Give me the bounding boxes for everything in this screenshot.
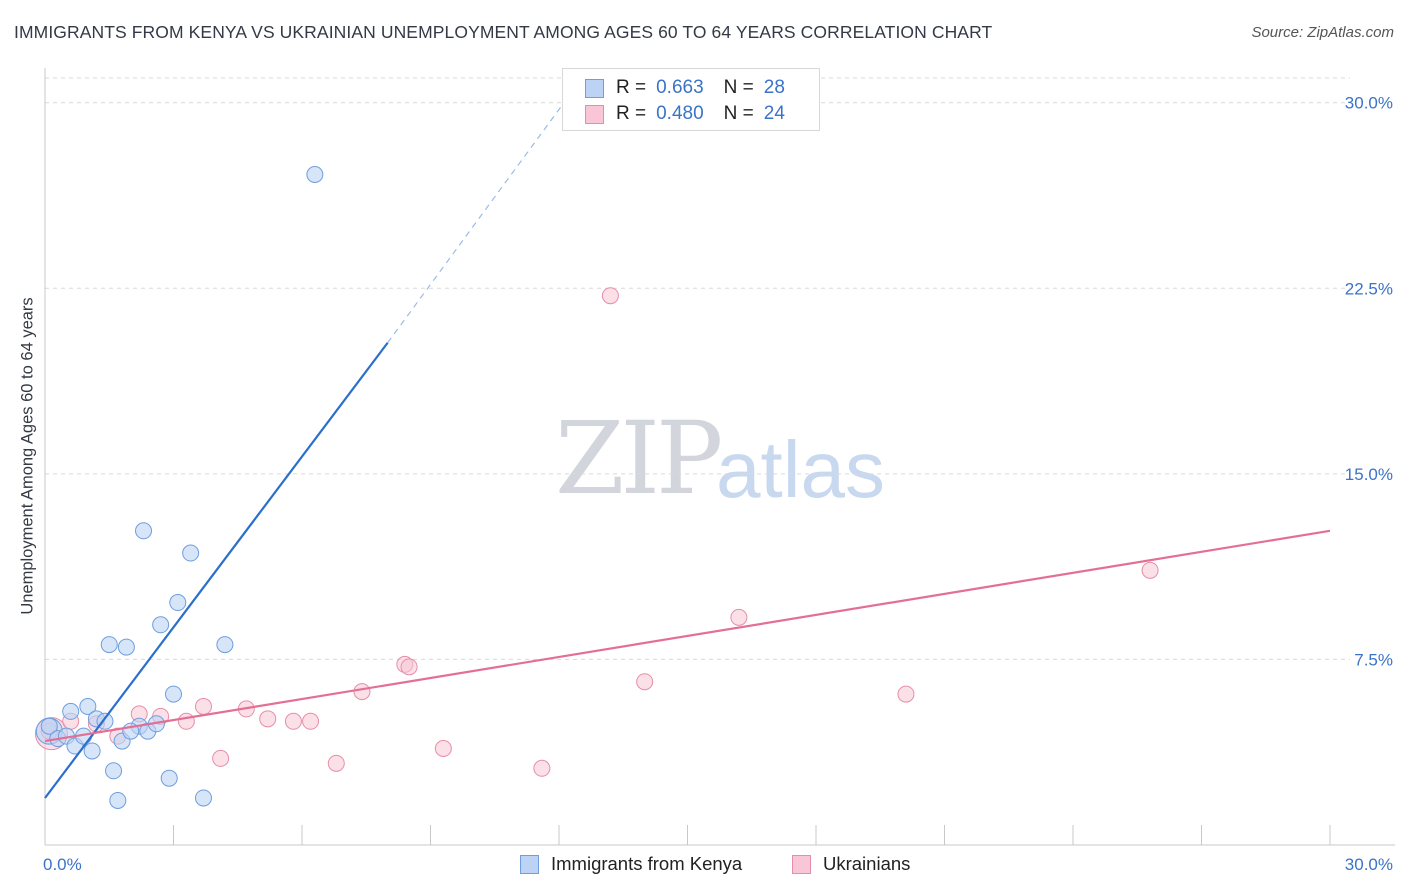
ukrainians-point	[327, 754, 345, 772]
kenya-swatch	[585, 78, 604, 98]
kenya-point	[62, 702, 80, 720]
x-tick-label: 30.0%	[1345, 855, 1393, 874]
kenya-r-value: 0.663	[656, 77, 704, 98]
ukrainians-point	[400, 658, 418, 676]
kenya-point	[152, 616, 170, 634]
kenya-r-label: R =	[616, 77, 647, 98]
y-tick-label: 22.5%	[1345, 279, 1393, 298]
ukrainians-r-value: 0.480	[656, 103, 704, 124]
kenya-point	[105, 762, 123, 780]
ukrainians-trendline	[44, 529, 1331, 743]
kenya-point	[79, 697, 97, 715]
legend-row-ukrainians: R = 0.480 N = 24	[585, 103, 785, 125]
ukrainians-point	[601, 287, 619, 305]
kenya-point	[160, 769, 178, 787]
ukrainians-r-label: R =	[616, 103, 647, 124]
x-tick-label: 0.0%	[43, 855, 82, 874]
kenya-point	[100, 636, 118, 654]
kenya-legend-label: Immigrants from Kenya	[551, 853, 743, 874]
source-label: Source: ZipAtlas.com	[1251, 24, 1394, 41]
legend-row-kenya: R = 0.663 N = 28	[585, 77, 785, 99]
kenya-point	[169, 594, 187, 612]
y-tick-label: 30.0%	[1345, 94, 1393, 113]
kenya-point	[117, 638, 135, 656]
kenya-legend-swatch	[520, 854, 539, 874]
ukrainians-n-label: N =	[723, 103, 754, 124]
ukrainians-legend-swatch	[792, 854, 811, 874]
kenya-point	[182, 544, 200, 562]
kenya-point	[135, 522, 153, 540]
legend-item-ukrainians[interactable]: Ukrainians	[792, 852, 910, 876]
kenya-point	[165, 685, 182, 703]
ukrainians-point	[434, 740, 452, 758]
ukrainians-swatch	[585, 104, 604, 124]
ukrainians-point	[1141, 561, 1159, 579]
kenya-n-label: N =	[723, 77, 754, 98]
legend-item-kenya[interactable]: Immigrants from Kenya	[520, 852, 742, 876]
correlation-legend: R = 0.663 N = 28 R = 0.480 N = 24	[562, 68, 820, 131]
kenya-trendline	[44, 342, 389, 799]
kenya-point	[216, 636, 234, 654]
kenya-point	[83, 742, 101, 760]
kenya-trendline-extension	[387, 97, 569, 344]
ukrainians-point	[302, 712, 320, 730]
ukrainians-point	[194, 697, 212, 715]
kenya-n-value: 28	[763, 77, 785, 98]
ukrainians-point	[897, 685, 915, 703]
ukrainians-legend-label: Ukrainians	[823, 853, 911, 874]
ukrainians-point	[212, 749, 230, 767]
kenya-point	[194, 789, 212, 807]
ukrainians-point	[730, 608, 748, 626]
kenya-point	[109, 791, 127, 809]
ukrainians-point	[353, 683, 371, 701]
ukrainians-point	[533, 759, 551, 777]
chart-title: IMMIGRANTS FROM KENYA VS UKRAINIAN UNEMP…	[14, 22, 993, 42]
ukrainians-point	[284, 712, 302, 730]
watermark-zip: ZIP	[555, 400, 723, 517]
y-tick-label: 15.0%	[1345, 465, 1393, 484]
watermark-atlas: atlas	[716, 425, 885, 514]
ukrainians-point	[259, 710, 277, 728]
ukrainians-n-value: 24	[763, 103, 785, 124]
y-axis-label: Unemployment Among Ages 60 to 64 years	[18, 297, 37, 615]
ukrainians-point	[177, 712, 195, 730]
kenya-point	[40, 717, 58, 735]
y-tick-label: 7.5%	[1354, 650, 1393, 669]
kenya-point	[306, 165, 324, 183]
ukrainians-point	[636, 673, 654, 691]
